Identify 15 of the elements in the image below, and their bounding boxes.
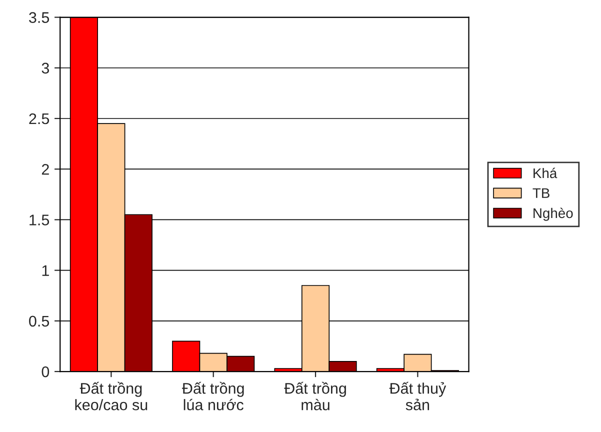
y-tick-label: 2.5 [29,113,50,124]
y-tick-label: 3.5 [29,12,50,23]
legend-label: TB [532,188,550,198]
x-tick-label: Đất thuỷ sản [389,382,446,410]
y-tick-label: 3 [42,62,50,74]
y-tick-label: 0 [42,366,50,378]
legend-label: Khá [534,168,558,178]
y-tick-label: 0.5 [29,316,50,327]
y-tick-label: 2 [42,164,49,175]
y-tick-label: 1.5 [30,214,50,226]
x-tick-label: Đất trồng keo/cao su [75,382,148,410]
x-tick-label: Đất trồng màu [284,382,346,410]
legend-label: Nghèo [534,208,573,221]
y-tick-label: 1 [42,265,49,276]
x-tick-label: Đất trồng lúa nước [182,382,244,410]
